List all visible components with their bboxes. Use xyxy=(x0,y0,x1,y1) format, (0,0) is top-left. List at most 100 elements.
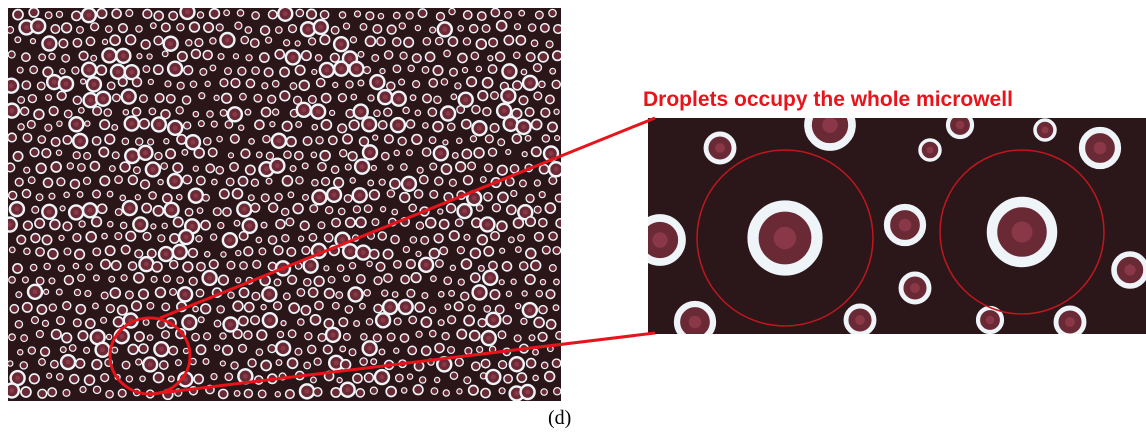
droplet xyxy=(49,53,55,59)
droplet xyxy=(394,318,401,325)
droplet xyxy=(339,12,345,18)
droplet xyxy=(478,91,488,101)
droplet xyxy=(231,134,240,143)
droplet xyxy=(143,9,152,18)
droplet xyxy=(554,109,559,114)
droplet xyxy=(414,190,422,198)
droplet xyxy=(448,123,455,130)
droplet xyxy=(252,292,260,300)
droplet xyxy=(323,345,332,354)
droplet xyxy=(56,289,62,295)
droplet xyxy=(512,134,521,143)
droplet xyxy=(246,55,252,61)
droplet xyxy=(349,120,359,130)
droplet xyxy=(114,317,124,327)
droplet xyxy=(316,137,323,144)
droplet xyxy=(338,94,346,102)
droplet xyxy=(899,219,912,232)
droplet xyxy=(20,362,27,369)
droplet xyxy=(187,320,192,325)
droplet xyxy=(357,193,362,198)
droplet xyxy=(137,54,142,59)
droplet xyxy=(196,289,204,297)
droplet xyxy=(60,69,65,74)
droplet xyxy=(373,334,381,342)
droplet xyxy=(130,154,135,159)
droplet xyxy=(330,53,339,62)
droplet xyxy=(266,37,272,43)
droplet xyxy=(197,176,205,184)
droplet xyxy=(243,374,248,379)
droplet xyxy=(183,262,193,272)
droplet xyxy=(430,330,437,337)
droplet xyxy=(527,359,536,368)
droplet xyxy=(223,208,231,216)
droplet xyxy=(429,307,436,314)
droplet xyxy=(407,374,412,379)
droplet xyxy=(324,266,329,271)
droplet xyxy=(155,152,162,159)
droplet xyxy=(435,344,444,353)
droplet xyxy=(549,151,554,156)
droplet xyxy=(542,135,549,142)
droplet xyxy=(191,49,200,58)
droplet xyxy=(85,375,95,385)
droplet xyxy=(539,218,547,226)
droplet xyxy=(228,153,233,158)
droplet xyxy=(364,67,371,74)
droplet xyxy=(18,97,25,104)
droplet xyxy=(260,53,269,62)
droplet xyxy=(1124,264,1135,275)
droplet xyxy=(463,97,468,102)
droplet xyxy=(350,178,355,183)
droplet xyxy=(431,276,437,282)
droplet xyxy=(261,26,270,35)
droplet xyxy=(214,95,219,100)
droplet xyxy=(469,386,478,395)
droplet xyxy=(343,134,352,143)
droplet xyxy=(450,265,455,270)
droplet xyxy=(539,192,545,198)
droplet xyxy=(169,346,177,354)
droplet xyxy=(301,306,310,315)
droplet xyxy=(498,165,508,175)
droplet xyxy=(45,12,52,19)
droplet xyxy=(333,82,338,87)
droplet xyxy=(204,23,213,32)
droplet xyxy=(555,194,563,202)
droplet xyxy=(445,304,451,310)
droplet xyxy=(552,359,560,367)
droplet xyxy=(541,362,547,368)
droplet xyxy=(74,122,79,127)
droplet xyxy=(410,237,416,243)
droplet xyxy=(241,36,248,43)
droplet xyxy=(321,120,331,130)
droplet xyxy=(253,260,261,268)
droplet xyxy=(554,388,561,395)
droplet xyxy=(7,222,12,227)
droplet xyxy=(136,26,142,32)
droplet xyxy=(399,79,405,85)
droplet xyxy=(93,386,100,393)
droplet xyxy=(252,67,259,74)
droplet xyxy=(296,122,302,128)
droplet xyxy=(435,177,443,185)
droplet xyxy=(440,220,449,229)
droplet xyxy=(122,138,128,144)
droplet xyxy=(334,178,344,188)
droplet xyxy=(478,319,486,327)
droplet xyxy=(472,362,480,370)
droplet xyxy=(416,222,423,229)
droplet xyxy=(304,279,311,286)
droplet xyxy=(95,335,100,340)
droplet xyxy=(401,275,409,283)
droplet xyxy=(91,82,96,87)
droplet xyxy=(412,54,421,63)
droplet xyxy=(100,176,109,185)
droplet xyxy=(422,293,428,299)
droplet xyxy=(9,191,17,199)
droplet xyxy=(555,136,560,141)
droplet xyxy=(220,333,226,339)
droplet xyxy=(98,204,107,213)
droplet xyxy=(311,152,317,158)
